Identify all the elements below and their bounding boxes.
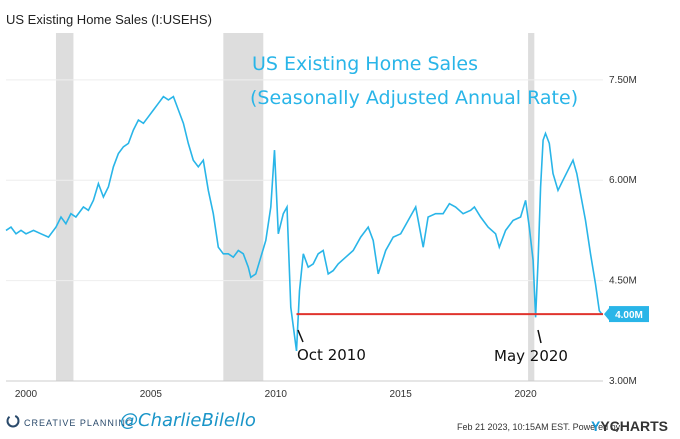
brand-name: CREATIVE PLANNING (24, 418, 134, 428)
x-axis-ticks: 2000 2005 2010 2015 2020 (15, 389, 537, 400)
creative-planning-logo-icon (6, 414, 20, 428)
chart-canvas: 2000 2005 2010 2015 2020 3.00M 4.50M 6.00M 7.50… (5, 33, 649, 400)
ycharts-logo[interactable]: YYCHARTS (591, 418, 669, 434)
x-tick-label: 2010 (265, 389, 288, 400)
recession-band (55, 33, 74, 381)
timestamp-text: Feb 21 2023, 10:15AM EST. Powered by (457, 422, 621, 432)
annotation-pointer-may (537, 329, 542, 344)
x-tick-label: 2015 (390, 389, 413, 400)
annotation-may-2020: May 2020 (494, 347, 568, 365)
chart-title: US Existing Home Sales (I:USEHS) (6, 12, 212, 27)
annotation-pointer-oct (297, 329, 304, 343)
y-tick-label: 6.00M (609, 175, 637, 186)
y-tick-label: 3.00M (609, 376, 637, 387)
last-value-box (609, 306, 649, 323)
chart-footer: CREATIVE PLANNING @CharlieBilello Feb 21… (0, 408, 680, 439)
last-value-arrow (604, 308, 609, 321)
recession-band (223, 33, 264, 381)
last-value-label: 4.00M (604, 306, 649, 323)
chart-overlay-title: US Existing Home Sales (252, 53, 478, 75)
x-tick-label: 2005 (140, 389, 163, 400)
series-line-home-sales (5, 95, 603, 352)
y-tick-label: 7.50M (609, 75, 637, 86)
recession-band (528, 33, 535, 381)
x-tick-label: 2000 (15, 389, 38, 400)
y-axis-ticks: 3.00M 4.50M 6.00M 7.50M (609, 75, 637, 387)
x-tick-label: 2020 (514, 389, 537, 400)
last-value-text: 4.00M (615, 310, 643, 321)
annotation-oct-2010: Oct 2010 (297, 346, 366, 364)
grid-lines (6, 79, 603, 382)
ycharts-logo-text: YCHARTS (600, 418, 669, 434)
author-handle: @CharlieBilello (120, 410, 256, 431)
chart-overlay-subtitle: (Seasonally Adjusted Annual Rate) (250, 87, 578, 109)
recession-bands (55, 33, 535, 381)
y-tick-label: 4.50M (609, 276, 637, 287)
